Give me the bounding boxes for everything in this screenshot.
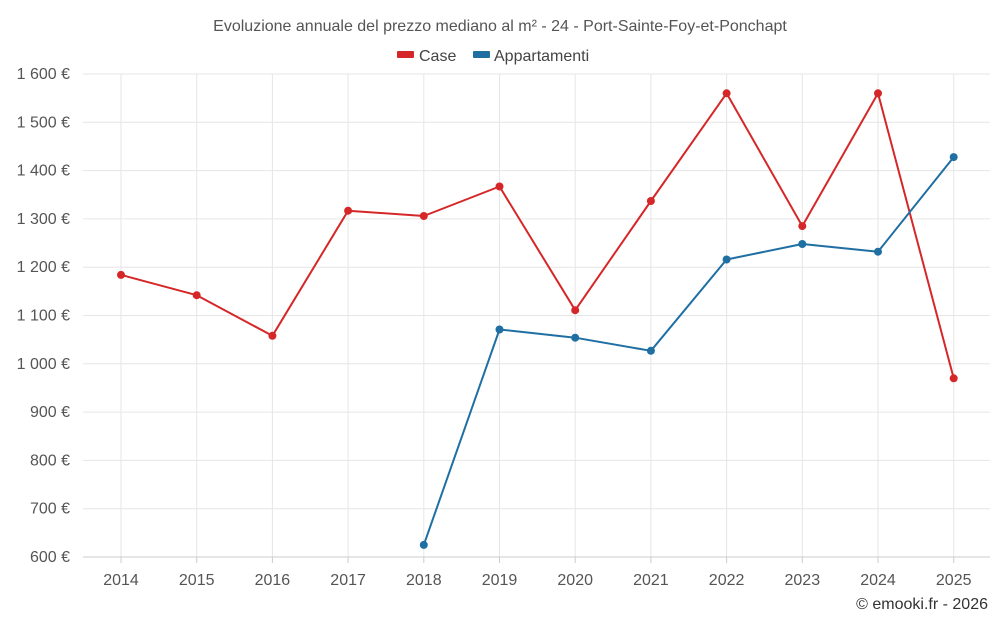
series-line bbox=[120, 92, 955, 379]
data-point[interactable] bbox=[874, 247, 882, 256]
data-point[interactable] bbox=[646, 197, 655, 205]
y-tick-label: 1 600 € bbox=[17, 66, 70, 83]
x-tick-label: 2025 bbox=[936, 572, 972, 589]
y-tick-label: 600 € bbox=[30, 549, 70, 566]
legend-label: Case bbox=[419, 48, 456, 65]
x-tick-label: 2021 bbox=[633, 572, 669, 589]
legend-swatch bbox=[397, 51, 414, 58]
series-appartamenti bbox=[419, 153, 958, 549]
legend-label: Appartamenti bbox=[494, 48, 589, 65]
grid bbox=[83, 73, 990, 558]
x-tick-label: 2019 bbox=[482, 572, 518, 589]
x-tick-label: 2014 bbox=[103, 572, 139, 589]
y-tick-label: 1 200 € bbox=[17, 259, 70, 276]
y-tick-label: 1 100 € bbox=[17, 308, 70, 325]
data-point[interactable] bbox=[798, 240, 807, 248]
x-tick-label: 2015 bbox=[179, 572, 215, 589]
data-point[interactable] bbox=[117, 270, 125, 279]
legend-item-case[interactable]: Case bbox=[397, 48, 456, 65]
y-tick-label: 1 500 € bbox=[17, 114, 70, 131]
data-point[interactable] bbox=[646, 346, 655, 355]
y-tick-label: 1 000 € bbox=[17, 356, 70, 373]
y-tick-label: 1 300 € bbox=[17, 211, 70, 228]
x-tick-label: 2018 bbox=[406, 572, 442, 589]
x-tick-label: 2024 bbox=[860, 572, 896, 589]
data-point[interactable] bbox=[798, 222, 807, 231]
data-point[interactable] bbox=[495, 325, 504, 334]
x-tick-label: 2017 bbox=[330, 572, 366, 589]
series bbox=[117, 89, 958, 549]
x-tick-label: 2016 bbox=[255, 572, 291, 589]
axes: 600 € 700 € 800 € 900 € 1 000 € 1 100 € 1 200 … bbox=[17, 66, 990, 589]
legend-item-appartamenti[interactable]: Appartamenti bbox=[473, 48, 589, 65]
data-point[interactable] bbox=[571, 306, 580, 315]
data-point[interactable] bbox=[722, 255, 731, 264]
data-point[interactable] bbox=[419, 212, 428, 220]
data-point[interactable] bbox=[949, 374, 958, 383]
y-tick-label: 1 400 € bbox=[17, 163, 70, 180]
legend-swatch bbox=[473, 51, 490, 58]
x-tick-label: 2022 bbox=[709, 572, 745, 589]
data-point[interactable] bbox=[722, 89, 731, 98]
data-point[interactable] bbox=[344, 206, 353, 215]
credit-text: © emooki.fr - 2026 bbox=[856, 596, 988, 613]
series-case bbox=[117, 89, 958, 383]
x-tick-label: 2023 bbox=[785, 572, 821, 589]
data-point[interactable] bbox=[419, 540, 428, 549]
y-tick-label: 800 € bbox=[30, 452, 70, 469]
series-line bbox=[422, 156, 955, 546]
data-point[interactable] bbox=[949, 153, 958, 162]
chart-title: Evoluzione annuale del prezzo mediano al… bbox=[213, 18, 787, 35]
data-point[interactable] bbox=[874, 89, 882, 98]
data-point[interactable] bbox=[192, 291, 201, 300]
legend: Case Appartamenti bbox=[397, 48, 589, 65]
data-point[interactable] bbox=[571, 333, 580, 342]
data-point[interactable] bbox=[268, 331, 277, 340]
data-point[interactable] bbox=[495, 182, 504, 191]
x-tick-label: 2020 bbox=[557, 572, 593, 589]
y-tick-label: 900 € bbox=[30, 404, 70, 421]
y-tick-label: 700 € bbox=[30, 501, 70, 518]
